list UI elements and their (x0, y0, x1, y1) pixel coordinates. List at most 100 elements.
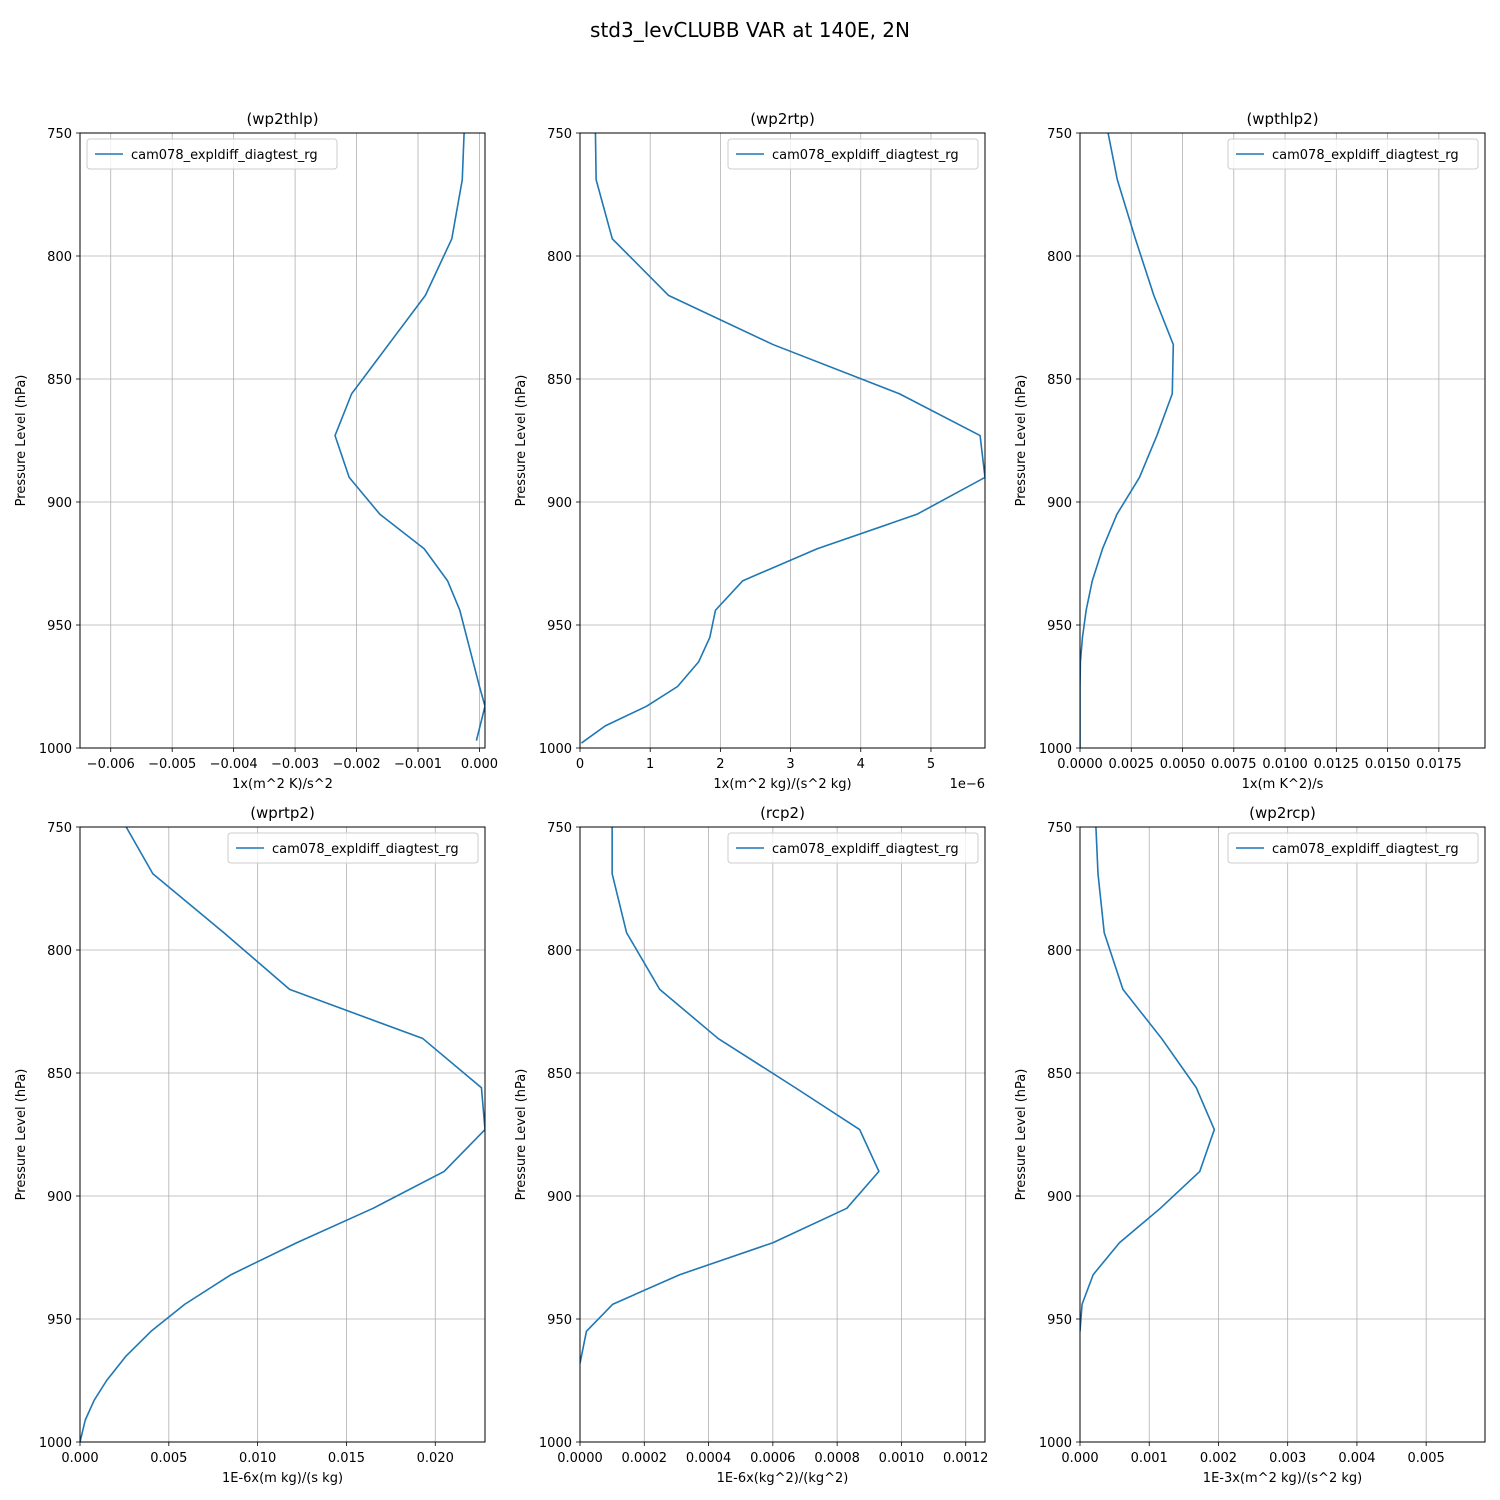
series-line (334, 133, 485, 741)
y-tick-label: 750 (47, 821, 72, 836)
x-tick-label: 0.0125 (1314, 757, 1360, 772)
x-tick-label: −0.002 (333, 757, 381, 772)
legend: cam078_expldiff_diagtest_rg (727, 138, 979, 170)
legend-label: cam078_expldiff_diagtest_rg (272, 842, 459, 857)
legend-box (1227, 138, 1479, 170)
axes-frame (1079, 132, 1486, 749)
plot-area (1080, 133, 1485, 748)
legend: cam078_expldiff_diagtest_rg (86, 138, 338, 170)
y-tick-label: 850 (1047, 373, 1072, 388)
panel-3: 0.0000 0.0025 0.0050 0.0075 0.0100 0.0125 0.01… (1014, 110, 1486, 792)
plot-area (1080, 827, 1485, 1442)
x-tick-label: −0.004 (210, 757, 258, 772)
plot-area (80, 827, 485, 1442)
y-tick-label: 850 (47, 1067, 72, 1082)
axes-frame (1079, 826, 1486, 1443)
y-axis-label: Pressure Level (hPa) (14, 375, 29, 507)
y-tick-label: 1000 (1039, 1436, 1072, 1451)
y-axis-label: Pressure Level (hPa) (14, 1069, 29, 1201)
y-tick-label: 750 (547, 127, 572, 142)
series-line (80, 827, 485, 1442)
x-axis-label: 1E-6x(kg^2)/(kg^2) (717, 1471, 849, 1486)
series-line (580, 133, 985, 744)
y-tick-label: 800 (547, 250, 572, 265)
y-tick-label: 750 (547, 821, 572, 836)
axes-frame (579, 132, 986, 749)
x-tick-label: 0 (576, 757, 584, 772)
plot-area (580, 827, 985, 1442)
legend: cam078_expldiff_diagtest_rg (227, 832, 479, 864)
y-tick-label: 1000 (539, 742, 572, 757)
y-tick-label: 900 (1047, 496, 1072, 511)
legend-box (86, 138, 338, 170)
legend: cam078_expldiff_diagtest_rg (1227, 832, 1479, 864)
legend-box (727, 832, 979, 864)
x-tick-label: 0.0008 (814, 1451, 860, 1466)
x-tick-label: 0.000 (461, 757, 498, 772)
y-tick-label: 850 (1047, 1067, 1072, 1082)
x-tick-label: 0.005 (1408, 1451, 1445, 1466)
series-line (1080, 827, 1216, 1332)
y-tick-label: 900 (547, 1190, 572, 1205)
x-axis-label: 1E-6x(m kg)/(s kg) (222, 1471, 343, 1486)
y-tick-label: 950 (547, 619, 572, 634)
panel-1: −0.006 −0.005 −0.004 −0.003 −0.002 −0.001 0.00… (14, 110, 498, 792)
x-tick-label: 0.0012 (943, 1451, 989, 1466)
legend-label: cam078_expldiff_diagtest_rg (772, 842, 959, 857)
legend-box (227, 832, 479, 864)
x-tick-label: 1 (646, 757, 654, 772)
axes-frame (79, 826, 486, 1443)
x-tick-label: 2 (716, 757, 724, 772)
axes-frame (79, 132, 486, 749)
x-tick-label: 4 (857, 757, 865, 772)
legend-box (727, 138, 979, 170)
y-tick-label: 750 (47, 127, 72, 142)
panel-5: 0.0000 0.0002 0.0004 0.0006 0.0008 0.0010 0.00… (514, 804, 988, 1486)
x-tick-label: 0.0150 (1365, 757, 1411, 772)
y-axis-label: Pressure Level (hPa) (514, 375, 529, 507)
y-tick-label: 1000 (39, 742, 72, 757)
y-tick-label: 950 (47, 619, 72, 634)
panel-title: (wp2rcp) (1249, 804, 1316, 822)
y-tick-label: 900 (1047, 1190, 1072, 1205)
y-tick-label: 800 (47, 944, 72, 959)
legend: cam078_expldiff_diagtest_rg (727, 832, 979, 864)
x-offset-text: 1e−6 (950, 777, 985, 792)
y-tick-label: 900 (547, 496, 572, 511)
y-tick-label: 850 (547, 1067, 572, 1082)
legend-label: cam078_expldiff_diagtest_rg (131, 148, 318, 163)
y-tick-label: 800 (547, 944, 572, 959)
y-tick-label: 750 (1047, 821, 1072, 836)
panel-title: (rcp2) (760, 804, 805, 822)
x-tick-label: 0.0175 (1416, 757, 1462, 772)
x-tick-label: 0.0075 (1211, 757, 1257, 772)
x-tick-label: −0.001 (394, 757, 442, 772)
x-tick-label: 0.0004 (686, 1451, 732, 1466)
x-tick-label: 0.0025 (1109, 757, 1155, 772)
x-tick-label: 0.015 (328, 1451, 365, 1466)
x-axis-label: 1E-3x(m^2 kg)/(s^2 kg) (1203, 1471, 1362, 1486)
x-axis-label: 1x(m K^2)/s (1242, 777, 1324, 792)
series-line (580, 827, 880, 1364)
x-tick-label: −0.005 (148, 757, 196, 772)
y-tick-label: 1000 (39, 1436, 72, 1451)
x-tick-label: 0.003 (1269, 1451, 1306, 1466)
panel-6: 0.000 0.001 0.002 0.003 0.004 0.005 750 800 850 9… (1014, 804, 1486, 1486)
panel-title: (wp2rtp) (750, 110, 815, 128)
y-axis-label: Pressure Level (hPa) (1014, 1069, 1029, 1201)
y-tick-label: 950 (547, 1313, 572, 1328)
y-tick-label: 950 (1047, 1313, 1072, 1328)
x-tick-label: 0.004 (1338, 1451, 1375, 1466)
y-tick-label: 950 (47, 1313, 72, 1328)
x-tick-label: −0.006 (87, 757, 135, 772)
y-axis-label: Pressure Level (hPa) (514, 1069, 529, 1201)
y-tick-label: 800 (47, 250, 72, 265)
x-tick-label: 0.0050 (1160, 757, 1206, 772)
x-tick-label: 0.0000 (557, 1451, 603, 1466)
x-tick-label: 0.010 (239, 1451, 276, 1466)
figure-title: std3_levCLUBB VAR at 140E, 2N (590, 18, 910, 42)
plot-area (80, 133, 485, 748)
x-tick-label: 0.0002 (622, 1451, 668, 1466)
legend-label: cam078_expldiff_diagtest_rg (772, 148, 959, 163)
y-tick-label: 850 (547, 373, 572, 388)
